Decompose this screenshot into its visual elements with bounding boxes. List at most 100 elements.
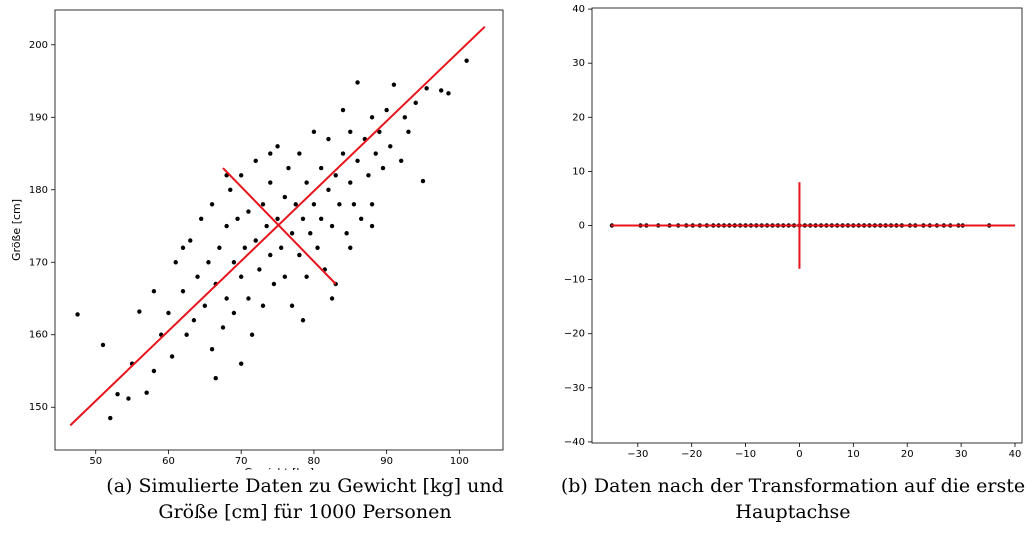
- point: [286, 165, 291, 171]
- point: [108, 415, 113, 421]
- point: [311, 129, 317, 134]
- point: [413, 100, 418, 105]
- point: [253, 238, 258, 243]
- point: [209, 347, 215, 352]
- point: [231, 260, 237, 265]
- point: [278, 245, 284, 250]
- y-tick-label: −40: [564, 437, 585, 448]
- point: [351, 202, 357, 207]
- point: [198, 216, 204, 221]
- point: [235, 216, 240, 221]
- x-tick-label: 70: [235, 456, 248, 467]
- point: [238, 173, 244, 178]
- point: [369, 223, 375, 229]
- point: [369, 202, 375, 207]
- point: [166, 310, 171, 316]
- y-tick-label: 170: [29, 257, 48, 268]
- x-tick-label: 50: [89, 456, 102, 467]
- point: [340, 151, 346, 156]
- x-tick-label: −30: [627, 449, 648, 460]
- point: [391, 82, 397, 87]
- point: [275, 144, 280, 149]
- point: [402, 115, 408, 120]
- x-tick-label: 0: [796, 449, 802, 460]
- point: [384, 107, 389, 113]
- point: [282, 194, 288, 200]
- point: [268, 151, 273, 156]
- point: [308, 231, 313, 236]
- y-tick-label: 190: [29, 112, 48, 123]
- point: [253, 158, 258, 163]
- caption: (a) Simulierte Daten zu Gewicht [kg] und…: [106, 475, 504, 523]
- point: [398, 158, 404, 163]
- point: [180, 245, 186, 250]
- point: [151, 368, 157, 374]
- x-tick-label: 10: [847, 449, 860, 460]
- point: [137, 309, 142, 314]
- y-tick-label: 180: [29, 185, 48, 196]
- point: [260, 202, 266, 207]
- point: [329, 223, 335, 229]
- point: [202, 303, 208, 308]
- point: [380, 165, 386, 171]
- point: [268, 180, 273, 185]
- point: [126, 396, 131, 401]
- point: [213, 376, 218, 381]
- point: [228, 187, 233, 192]
- point: [373, 151, 378, 156]
- y-tick-label: 160: [29, 330, 48, 341]
- point: [169, 354, 175, 359]
- y-tick-label: 40: [572, 4, 585, 15]
- y-tick-label: 200: [29, 40, 48, 51]
- point: [326, 136, 331, 142]
- point: [329, 296, 335, 301]
- point: [300, 216, 306, 221]
- point: [195, 274, 200, 279]
- point: [224, 296, 229, 301]
- y-tick-label: −10: [564, 275, 585, 286]
- point: [264, 223, 269, 229]
- point: [275, 216, 280, 221]
- point: [297, 151, 302, 156]
- point: [366, 173, 371, 178]
- point: [304, 274, 309, 279]
- point: [333, 173, 338, 178]
- point: [420, 178, 426, 184]
- point: [348, 180, 353, 185]
- x-tick-label: 30: [955, 449, 968, 460]
- x-tick-label: 100: [450, 456, 469, 467]
- red-axis-line: [69, 25, 486, 427]
- y-axis-label: Größe [cm]: [10, 199, 23, 261]
- point: [289, 231, 295, 236]
- point: [271, 281, 277, 287]
- point: [348, 245, 353, 250]
- point: [242, 245, 248, 250]
- point: [209, 202, 215, 207]
- point: [388, 144, 393, 149]
- point: [282, 274, 288, 279]
- x-tick-label: 90: [380, 456, 393, 467]
- point: [344, 231, 349, 236]
- point: [188, 238, 193, 243]
- point: [318, 216, 324, 221]
- point: [326, 187, 331, 192]
- point: [297, 252, 302, 258]
- y-tick-label: −20: [564, 329, 585, 340]
- caption: (b) Daten nach der Transformation auf di…: [560, 475, 1026, 523]
- point: [424, 86, 429, 91]
- y-tick-label: 30: [572, 58, 585, 69]
- point: [293, 202, 298, 207]
- y-tick-label: 150: [29, 402, 48, 413]
- point: [217, 245, 222, 250]
- point: [268, 252, 273, 258]
- point: [75, 312, 80, 317]
- x-tick-label: −10: [735, 449, 756, 460]
- point: [304, 180, 309, 185]
- point: [355, 158, 360, 163]
- plot-frame: [54, 9, 504, 451]
- point: [224, 223, 229, 229]
- point: [220, 325, 226, 330]
- point: [246, 296, 251, 301]
- x-tick-label: −20: [681, 449, 702, 460]
